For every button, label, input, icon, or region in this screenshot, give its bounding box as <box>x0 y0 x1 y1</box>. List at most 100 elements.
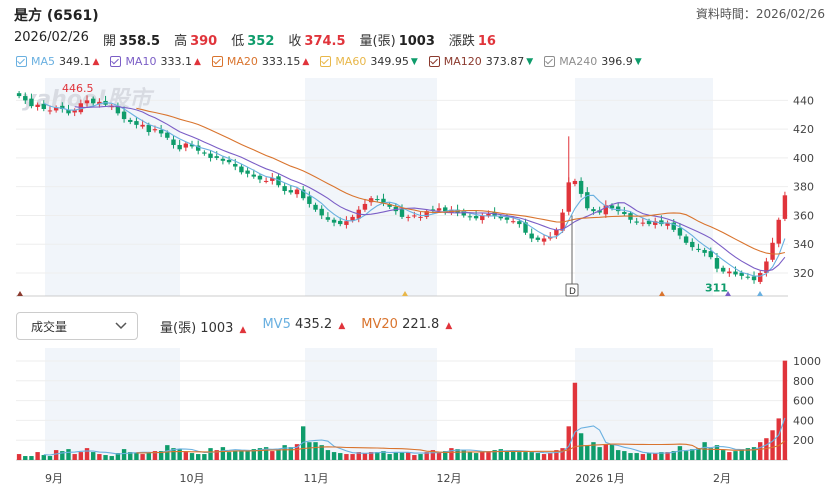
checkbox-icon[interactable] <box>211 56 223 67</box>
candle-body <box>504 217 510 220</box>
ma-legend-ma20[interactable]: MA20 333.15 ▲ <box>211 55 309 68</box>
ma-legend-ma60[interactable]: MA60 349.95 ▼ <box>320 55 418 68</box>
ma-legend-ma10[interactable]: MA10 333.1 ▲ <box>110 55 201 68</box>
checkbox-icon[interactable] <box>16 56 27 67</box>
volume-bar <box>202 454 207 460</box>
checkbox-icon[interactable] <box>110 56 122 67</box>
volume-bar <box>171 448 176 460</box>
candle-body <box>263 180 269 182</box>
candle-body <box>202 152 207 154</box>
volume-chart[interactable]: 200 400 600 800 1000 9月 10月 11月 12月 2026 1月 2月 <box>0 348 837 502</box>
checkbox-icon[interactable] <box>544 56 556 67</box>
volume-bar <box>121 449 127 460</box>
candle-body <box>615 206 621 212</box>
candle-body <box>183 143 189 148</box>
volume-bar <box>628 453 633 460</box>
volume-bar <box>461 450 466 460</box>
candle-body <box>405 216 411 218</box>
volume-bar <box>739 449 744 460</box>
volume-bar <box>220 447 226 460</box>
candle-body <box>443 207 448 212</box>
candle-body <box>745 276 751 278</box>
candle-body <box>727 271 732 274</box>
ma-value: 333.15 <box>261 55 301 68</box>
volume-bar <box>158 451 164 460</box>
candle-body <box>214 156 219 158</box>
volume-bar <box>745 448 751 460</box>
volume-bar <box>548 453 553 460</box>
candle-body <box>208 153 213 158</box>
volume-bar <box>152 451 158 460</box>
volume-bar <box>634 453 639 460</box>
candle-body <box>195 145 201 151</box>
ma-name: MA240 <box>559 55 598 68</box>
candle-body <box>529 233 534 239</box>
ma-legend-ma240[interactable]: MA240 396.9 ▼ <box>544 55 642 68</box>
low-annotation: 311 <box>705 282 728 295</box>
candle-body <box>640 222 646 224</box>
x-tick-label: 9月 <box>45 472 63 485</box>
volume-bar <box>517 452 522 460</box>
volume-bar <box>140 454 145 460</box>
candle-body <box>121 111 127 120</box>
volume-bar <box>115 453 121 460</box>
volume-bar <box>776 418 781 460</box>
candle-body <box>35 104 40 107</box>
checkbox-icon[interactable] <box>428 56 440 67</box>
candle-body <box>782 195 788 219</box>
volume-bar <box>671 451 676 460</box>
volume-bar <box>60 451 65 460</box>
volume-bar <box>782 360 788 460</box>
volume-legend: 量(張) 1003 ▲ MV5 435.2 ▲ MV20 221.8 ▲ <box>160 317 452 336</box>
candle-body <box>720 267 726 272</box>
candle-body <box>708 251 713 258</box>
ma-name: MA10 <box>125 55 157 68</box>
candle-body <box>412 215 417 217</box>
y-tick-label: 360 <box>793 209 814 222</box>
candle-body <box>387 204 392 207</box>
candle-body <box>331 219 337 223</box>
candle-body <box>436 208 442 211</box>
volume-bar <box>708 448 713 460</box>
ma-legend-ma120[interactable]: MA120 373.87 ▼ <box>428 55 533 68</box>
x-tick-label: 11月 <box>304 472 329 485</box>
candle-body <box>251 174 256 177</box>
volume-indicator-select[interactable]: 成交量 <box>16 312 138 340</box>
x-tick-label: 2026 1月 <box>575 472 625 485</box>
volume-bar <box>350 454 355 460</box>
volume-bar <box>214 450 219 460</box>
candle-body <box>84 100 90 104</box>
volume-bar <box>653 453 658 460</box>
volume-bar <box>313 442 318 460</box>
volume-bar <box>733 451 738 460</box>
candle-body <box>683 236 689 243</box>
ma-value: 349.1 <box>59 55 91 68</box>
volume-bar <box>566 426 571 460</box>
volume-bar <box>41 455 46 460</box>
volume-bar <box>572 382 578 460</box>
candle-body <box>480 215 485 221</box>
candle-body <box>733 271 738 275</box>
ma-legend-ma5[interactable]: MA5 349.1 ▲ <box>16 55 99 68</box>
candle-body <box>523 222 528 233</box>
candle-body <box>665 222 670 226</box>
candle-body <box>220 158 226 161</box>
candle-body <box>739 272 744 276</box>
volume-bar <box>720 450 726 460</box>
y-tick-label: 440 <box>793 94 814 107</box>
volume-bar <box>78 452 84 460</box>
volume-bar <box>368 452 374 460</box>
volume-bar <box>473 453 479 460</box>
volume-bar <box>325 450 331 460</box>
volume-legend-mv5: MV5 435.2 ▲ <box>262 317 346 332</box>
cross-marker-icon <box>757 291 763 296</box>
high-annotation: 446.5 <box>62 82 94 95</box>
candle-body <box>165 132 170 138</box>
background-band <box>305 348 437 460</box>
volume-bar <box>751 447 757 460</box>
checkbox-icon[interactable] <box>320 56 332 67</box>
arrow-up-icon: ▲ <box>193 56 201 67</box>
ma-value: 396.9 <box>601 55 633 68</box>
candle-body <box>634 221 639 223</box>
